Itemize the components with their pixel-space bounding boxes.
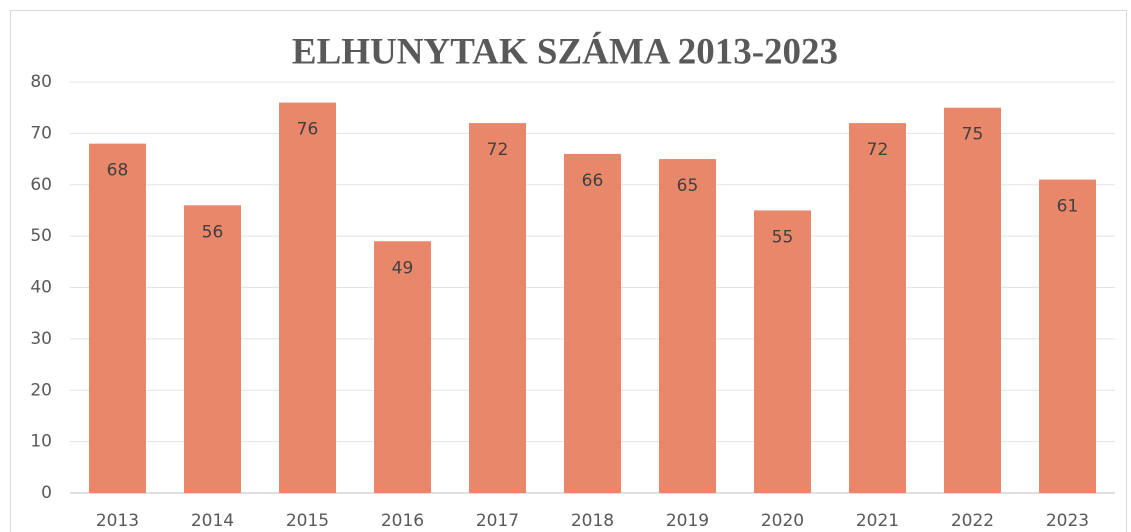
y-tick-label: 30 xyxy=(30,329,52,349)
x-tick-label: 2018 xyxy=(571,511,614,531)
bar xyxy=(1039,179,1096,494)
value-label: 72 xyxy=(487,140,509,160)
bar xyxy=(754,210,811,493)
bar xyxy=(279,102,336,494)
value-label: 65 xyxy=(677,176,699,196)
x-tick-label: 2023 xyxy=(1046,511,1089,531)
bar xyxy=(184,205,241,494)
value-label: 56 xyxy=(202,222,224,242)
bar xyxy=(374,241,431,493)
chart-title: ELHUNYTAK SZÁMA 2013-2023 xyxy=(292,30,838,72)
value-label: 75 xyxy=(962,125,984,145)
x-tick-label: 2013 xyxy=(96,511,139,531)
x-tick-label: 2019 xyxy=(666,511,709,531)
y-tick-label: 40 xyxy=(30,278,52,298)
y-tick-label: 20 xyxy=(30,380,52,400)
bar xyxy=(659,159,716,493)
value-label: 68 xyxy=(107,161,129,181)
y-tick-label: 70 xyxy=(30,123,52,143)
x-tick-label: 2016 xyxy=(381,511,424,531)
y-tick-label: 80 xyxy=(30,72,52,92)
value-label: 55 xyxy=(772,227,794,247)
x-tick-label: 2022 xyxy=(951,511,994,531)
value-label: 66 xyxy=(582,171,604,191)
bar xyxy=(849,123,906,493)
bar xyxy=(944,107,1001,493)
y-tick-label: 60 xyxy=(30,175,52,195)
x-tick-label: 2021 xyxy=(856,511,899,531)
y-tick-label: 10 xyxy=(30,432,52,452)
value-label: 49 xyxy=(392,258,414,278)
x-tick-label: 2015 xyxy=(286,511,329,531)
bar xyxy=(469,123,526,493)
chart-border xyxy=(10,10,1127,532)
y-tick-label: 50 xyxy=(30,226,52,246)
value-label: 72 xyxy=(867,140,889,160)
x-tick-label: 2017 xyxy=(476,511,519,531)
x-tick-label: 2020 xyxy=(761,511,804,531)
value-label: 76 xyxy=(297,120,319,140)
x-tick-label: 2014 xyxy=(191,511,234,531)
y-tick-label: 0 xyxy=(41,483,52,503)
bar xyxy=(564,153,621,494)
bar xyxy=(89,143,146,493)
value-label: 61 xyxy=(1057,197,1079,217)
